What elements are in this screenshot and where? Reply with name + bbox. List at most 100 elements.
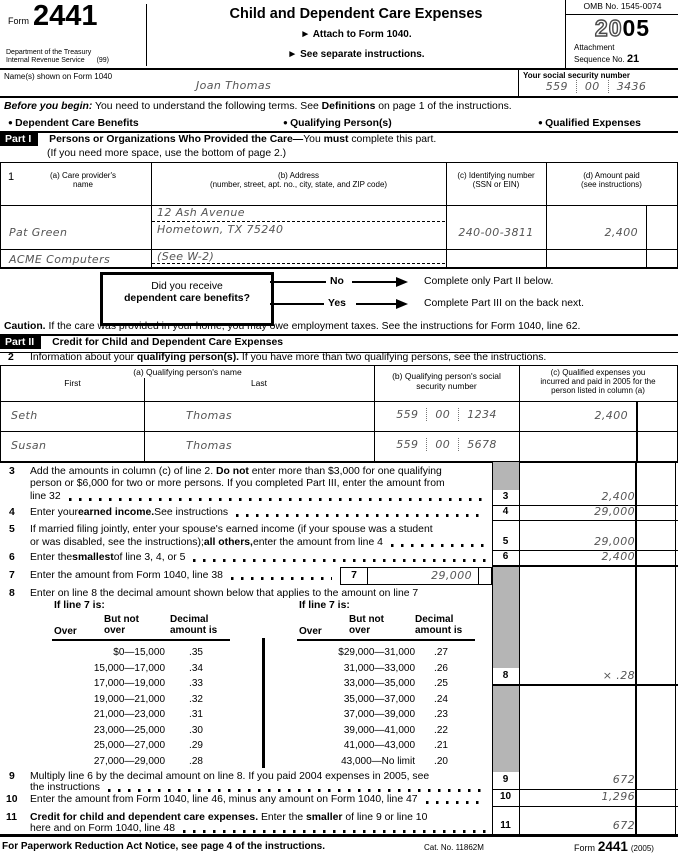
dr-row-range: 31,000—33,000 — [343, 663, 415, 674]
form-number: 2441 — [33, 0, 98, 32]
qp2-last-field[interactable]: Thomas — [186, 439, 233, 452]
name-label: Name(s) shown on Form 1040 — [4, 72, 113, 81]
dr-row-value: .21 — [434, 740, 448, 751]
line10-text: Enter the amount from Form 1040, line 46… — [30, 794, 488, 806]
line11-amount-field[interactable]: 672 — [612, 819, 635, 832]
part2-title: Credit for Child and Dependent Care Expe… — [52, 337, 284, 348]
l11-smaller: smaller — [306, 812, 343, 823]
line8-decimal-field[interactable]: × .28 — [602, 669, 635, 682]
line4-cents-cell — [643, 505, 678, 520]
line5-text2: or was disabled, see the instructions); … — [30, 537, 488, 549]
p2-col-last: Last — [250, 378, 268, 388]
flow-arrows — [270, 277, 408, 309]
line11-box-number: 11 — [500, 820, 511, 831]
line4-amount-field[interactable]: 29,000 — [594, 505, 635, 518]
decimal-right-decimal: Decimal amount is — [415, 614, 462, 636]
p1-col-d2: (see instructions) — [581, 180, 642, 190]
qp2-ssn3: 5678 — [458, 438, 497, 451]
provider-id-field[interactable]: 240-00-3811 — [458, 226, 534, 239]
line6-amount-field[interactable]: 2,400 — [601, 550, 635, 563]
line3-amount-field[interactable]: 2,400 — [601, 490, 635, 503]
qp1-last-field[interactable]: Thomas — [186, 409, 233, 422]
bullet-dependent-care-benefits: Dependent Care Benefits — [8, 118, 139, 130]
ssn-cell-divider — [518, 70, 519, 96]
l3-seg1: Add the amounts in column (c) of line 2. — [30, 466, 216, 477]
before-rest: You need to understand the following ter… — [92, 101, 322, 112]
page-title: Child and Dependent Care Expenses — [229, 6, 483, 22]
attach-line: ► Attach to Form 1040. — [300, 29, 412, 40]
p1-col-c1: (c) Identifying number — [457, 171, 535, 180]
line8-box-number: 8 — [502, 670, 509, 681]
line11-cents-cell — [643, 818, 678, 834]
line9-amount-field[interactable]: 672 — [612, 773, 635, 786]
l5-seg2c: enter the amount from line 4 — [252, 537, 383, 548]
qp2-ssn-field[interactable]: 559 00 5678 — [374, 438, 519, 452]
line7-amount-field[interactable]: 29,000 — [431, 569, 472, 582]
l4-earned-income: earned income. — [77, 507, 155, 518]
p2-col-c2: incurred and paid in 2005 for the — [540, 377, 656, 387]
qp1-ssn2: 00 — [426, 408, 451, 421]
provider2-name-field[interactable]: ACME Computers — [9, 253, 111, 266]
dl-row-range: 27,000—29,000 — [93, 756, 165, 767]
dl-decimal1: Decimal — [170, 614, 209, 625]
p2-col-b-header: (b) Qualifying person's social security … — [374, 371, 519, 392]
p1-col-b-header: (b) Address (number, street, apt. no., c… — [151, 171, 446, 189]
decimal-table-divider — [262, 638, 265, 768]
part1-subtitle: (If you need more space, use the bottom … — [47, 148, 287, 159]
dl-row-value: .31 — [189, 709, 203, 720]
line3-box-number: 3 — [502, 491, 509, 502]
part1-title-reg1: You — [303, 134, 324, 145]
provider-amount-field[interactable]: 2,400 — [604, 226, 638, 239]
line2-text: Information about your qualifying person… — [30, 352, 546, 364]
provider-name-field[interactable]: Pat Green — [9, 226, 68, 239]
dl-row-value: .34 — [189, 663, 203, 674]
name-field[interactable]: Joan Thomas — [196, 79, 272, 92]
line3-number: 3 — [9, 466, 15, 477]
provider-address1-field[interactable]: 12 Ash Avenue — [157, 206, 245, 219]
ssn-part1: 559 — [545, 80, 568, 93]
p2-col-a-header: (a) Qualifying person's name — [133, 367, 242, 377]
line10-amount-field[interactable]: 1,296 — [601, 790, 635, 803]
amt-vline-2 — [519, 462, 520, 834]
see-instructions-line: ► See separate instructions. — [287, 49, 425, 60]
provider2-address1-field[interactable]: (See W-2) — [157, 250, 215, 263]
p2-col-c1: (c) Qualified expenses you — [550, 368, 646, 377]
decimal-left-caption: If line 7 is: — [54, 600, 105, 611]
dr-row-range: 33,000—35,000 — [343, 678, 415, 689]
provider-address2-field[interactable]: Hometown, TX 75240 — [157, 223, 284, 236]
dr-row-value: .25 — [434, 678, 448, 689]
line9-text2: the instructions — [30, 782, 488, 794]
p2-vline-b — [374, 366, 375, 461]
flow-no-text: Complete only Part II below. — [424, 276, 554, 287]
shaded-cell-1 — [492, 462, 519, 490]
line4-amount-row: 4 29,000 — [492, 505, 678, 521]
decimal-left-underline — [52, 639, 230, 641]
line2-pre: Information about your — [30, 352, 137, 363]
line6-amount-row: 6 2,400 — [492, 550, 678, 567]
l6-dot-leader — [193, 559, 486, 562]
p1-col-a2: name — [72, 180, 93, 190]
qp2-first-field[interactable]: Susan — [11, 439, 47, 452]
l11-seg2: Enter the — [258, 812, 307, 823]
catalog-number: Cat. No. 11862M — [424, 843, 484, 852]
line10-box-number: 10 — [499, 791, 512, 802]
dr-row-value: .20 — [434, 756, 448, 767]
ssn-field[interactable]: 559 00 3436 — [518, 80, 674, 94]
dept-line2: Internal Revenue Service (99) — [6, 57, 109, 65]
provider-address-dash-1 — [152, 221, 445, 222]
decimal-right-caption: If line 7 is: — [299, 600, 350, 611]
dr-butnot2: over — [349, 625, 371, 636]
qp1-first-field[interactable]: Seth — [11, 409, 38, 422]
l5-seg2: or was disabled, see the instructions); — [30, 537, 204, 548]
form-word: Form — [8, 16, 29, 26]
decimal-right-underline — [297, 639, 475, 641]
footer-form-number: 2441 — [597, 839, 628, 854]
qp1-ssn-field[interactable]: 559 00 1234 — [374, 408, 519, 422]
l7-dot-leader — [230, 577, 332, 580]
line5-amount-field[interactable]: 29,000 — [594, 535, 635, 548]
line3-text2: person or $6,000 for two or more persons… — [30, 478, 445, 489]
line3-cents-cell — [643, 490, 678, 505]
l6-seg1: Enter the — [30, 552, 73, 563]
qp1-amount-field[interactable]: 2,400 — [594, 409, 628, 422]
l3-dot-leader — [68, 498, 486, 501]
